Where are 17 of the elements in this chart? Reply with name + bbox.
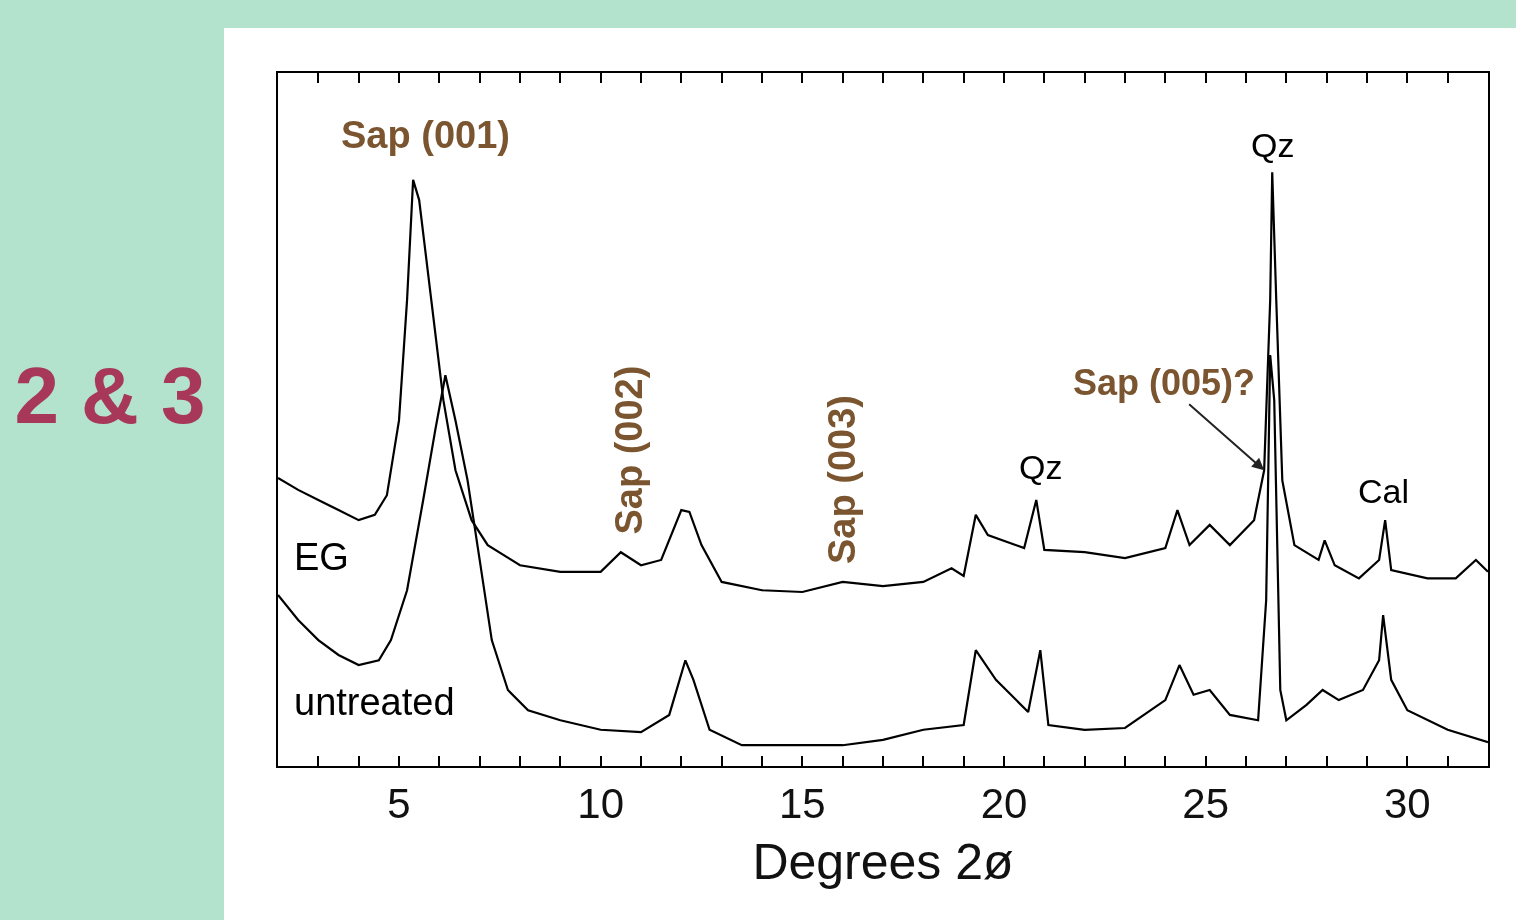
annotation: Sap (002) bbox=[608, 365, 651, 535]
x-tick-label: 20 bbox=[980, 780, 1028, 828]
annotation: Sap (001) bbox=[341, 114, 510, 156]
x-tick-label: 30 bbox=[1383, 780, 1431, 828]
x-tick-label: 10 bbox=[577, 780, 625, 828]
annotation: Cal bbox=[1358, 472, 1410, 510]
x-tick-label: 5 bbox=[387, 780, 411, 828]
series-label: EG bbox=[294, 536, 349, 578]
x-axis-title: Degrees 2ø bbox=[752, 834, 1014, 891]
annotation: Qz bbox=[1019, 448, 1063, 486]
series-label: untreated bbox=[294, 681, 455, 723]
text: 2 & 3 bbox=[14, 351, 206, 440]
x-tick-label: 15 bbox=[778, 780, 826, 828]
annotation: Sap (005)? bbox=[1073, 362, 1256, 403]
x-tick-label: 25 bbox=[1182, 780, 1230, 828]
annotation: Qz bbox=[1251, 126, 1295, 164]
annotation: Sap (003) bbox=[821, 395, 864, 565]
